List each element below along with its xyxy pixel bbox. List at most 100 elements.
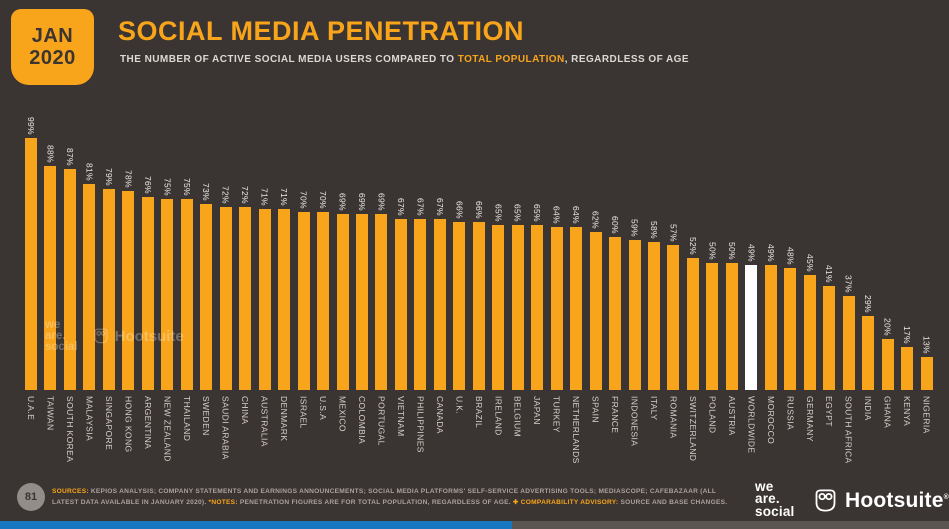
category-slot: MOROCCO — [765, 396, 777, 486]
bar-china — [239, 207, 252, 390]
category-slot: ISRAEL — [298, 396, 310, 486]
category-label: VIETNAM — [395, 396, 406, 437]
bar-kenya — [901, 347, 914, 390]
bar-value-label: 76% — [142, 176, 153, 194]
category-label: FRANCE — [610, 396, 621, 434]
category-slot: SOUTH KOREA — [64, 396, 76, 486]
bar-column: 65% — [511, 138, 524, 390]
category-slot: PHILIPPINES — [414, 396, 426, 486]
category-label: THAILAND — [181, 396, 192, 442]
bar-column: 65% — [492, 138, 505, 390]
bar-value-label: 66% — [454, 201, 465, 219]
footer-sources: SOURCES: KEPIOS ANALYSIS; COMPANY STATEM… — [52, 488, 728, 506]
category-slot: WORLDWIDE — [745, 396, 757, 486]
bar-value-label: 88% — [45, 145, 56, 163]
bar-value-label: 13% — [921, 336, 932, 354]
bar-column: 49% — [764, 138, 777, 390]
bar-belgium — [511, 225, 524, 390]
bar-value-label: 62% — [590, 211, 601, 229]
bar-column: 72% — [219, 138, 232, 390]
category-label: BELGIUM — [512, 396, 523, 438]
bar-column: 67% — [394, 138, 407, 390]
category-slot: PORTUGAL — [375, 396, 387, 486]
category-label: NEW ZEALAND — [162, 396, 173, 462]
notes-label: *NOTES: — [208, 498, 238, 506]
bar-turkey — [550, 227, 563, 390]
category-label: INDONESIA — [629, 396, 640, 447]
category-label: MEXICO — [337, 396, 348, 432]
category-slot: SAUDI ARABIA — [220, 396, 232, 486]
category-slot: POLAND — [706, 396, 718, 486]
bar-value-label: 99% — [26, 117, 36, 135]
category-slot: SWITZERLAND — [687, 396, 699, 486]
bar-malaysia — [83, 184, 96, 390]
category-slot: ROMANIA — [667, 396, 679, 486]
category-slot: SOUTH AFRICA — [843, 396, 855, 486]
category-label: PHILIPPINES — [415, 396, 426, 453]
category-label: WORLDWIDE — [746, 396, 757, 454]
hootsuite-logo: Hootsuite® — [812, 487, 949, 514]
bar-value-label: 71% — [279, 188, 290, 206]
bar-value-label: 67% — [415, 198, 426, 216]
hootsuite-wordmark: Hootsuite® — [845, 488, 949, 512]
bar-u-a-e — [25, 138, 37, 390]
bar-indonesia — [628, 240, 641, 390]
category-slot: GHANA — [882, 396, 894, 486]
bar-thailand — [180, 199, 193, 390]
category-label: RUSSIA — [785, 396, 796, 431]
bar-column: 78% — [122, 138, 135, 390]
bar-column: 64% — [570, 138, 583, 390]
category-slot: JAPAN — [531, 396, 543, 486]
bar-singapore — [102, 189, 115, 390]
bar-value-label: 50% — [707, 242, 718, 260]
category-label: NETHERLANDS — [571, 396, 582, 464]
bar-column: 57% — [667, 138, 680, 390]
bar-philippines — [414, 219, 427, 390]
bar-value-label: 50% — [726, 242, 737, 260]
category-slot: VIETNAM — [395, 396, 407, 486]
category-slot: DENMARK — [278, 396, 290, 486]
category-label: U.K. — [454, 396, 465, 415]
bar-australia — [258, 209, 271, 390]
bar-sweden — [200, 204, 213, 390]
bar-value-label: 69% — [356, 193, 367, 211]
bar-vietnam — [394, 219, 407, 390]
category-slot: U.S.A — [317, 396, 329, 486]
bar-column: 72% — [239, 138, 252, 390]
category-slot: FRANCE — [609, 396, 621, 486]
bar-column: 88% — [44, 138, 57, 390]
bar-japan — [531, 225, 544, 390]
category-label: SWITZERLAND — [687, 396, 698, 462]
bar-column: 67% — [414, 138, 427, 390]
category-slot: SWEDEN — [200, 396, 212, 486]
bar-column: 50% — [725, 138, 738, 390]
category-label: MALAYSIA — [84, 396, 95, 442]
chart-plot-area: 99% 88% 87% 81% 79% 78% 76% 75% 75% 73% 72% 72% 71% 7… — [25, 117, 933, 390]
category-label: KENYA — [902, 396, 913, 427]
bar-column: 87% — [63, 138, 76, 390]
advisory-label: COMPARABILITY ADVISORY: — [518, 498, 619, 506]
bar-value-label: 69% — [376, 193, 387, 211]
bar-colombia — [355, 214, 368, 390]
bar-taiwan — [44, 166, 57, 390]
video-progress-bar[interactable] — [0, 521, 949, 529]
category-label: MOROCCO — [765, 396, 776, 445]
bar-value-label: 20% — [882, 318, 893, 336]
bar-value-label: 37% — [843, 275, 854, 293]
bar-column: 69% — [336, 138, 349, 390]
bar-column: 66% — [472, 138, 485, 390]
bar-value-label: 70% — [298, 191, 309, 209]
bar-column: 65% — [531, 138, 544, 390]
bar-column: 81% — [83, 138, 96, 390]
category-slot: MEXICO — [337, 396, 349, 486]
category-label: INDIA — [863, 396, 874, 421]
subtitle-suffix: , REGARDLESS OF AGE — [564, 54, 690, 65]
bar-egypt — [823, 286, 836, 390]
chart-category-axis: U.A.E TAIWAN SOUTH KOREA MALAYSIA SINGAPORE H… — [25, 396, 933, 486]
category-label: PORTUGAL — [376, 396, 387, 446]
category-label: ARGENTINA — [142, 396, 153, 450]
bar-column: 69% — [375, 138, 388, 390]
bar-value-label: 57% — [668, 224, 679, 242]
category-slot: INDONESIA — [629, 396, 641, 486]
bar-italy — [648, 242, 660, 390]
